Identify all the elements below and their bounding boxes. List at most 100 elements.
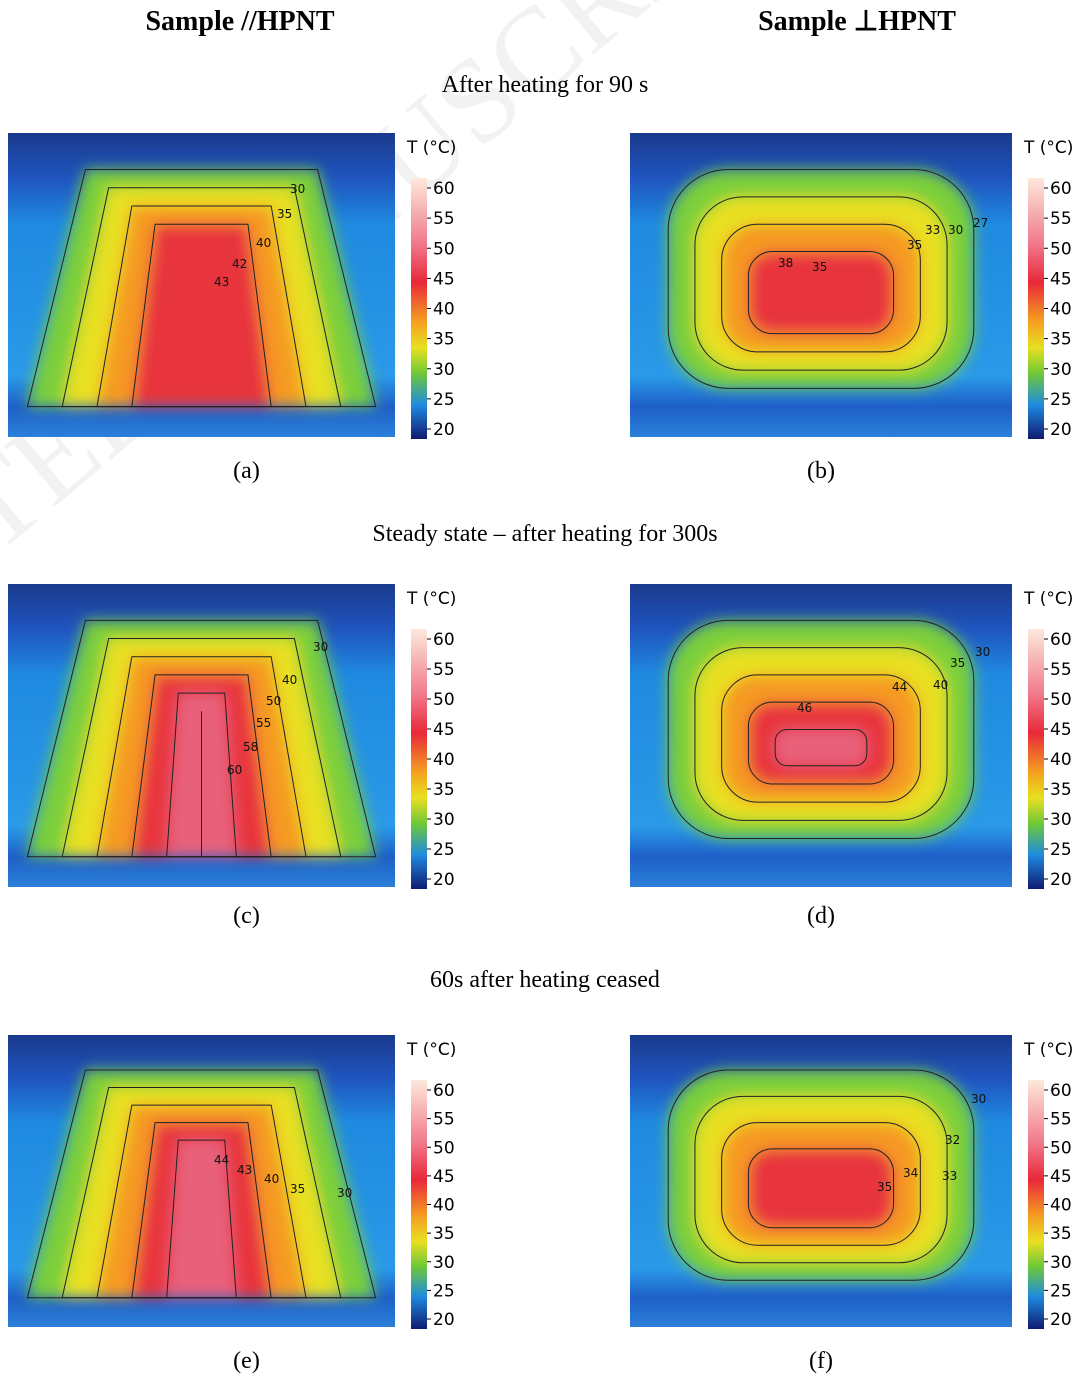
heat-layer: [131, 224, 272, 407]
colorbar-tick-label: 60: [1050, 1081, 1072, 1101]
contour-label: 40: [933, 678, 948, 692]
colorbar: [1028, 178, 1044, 439]
colorbar-tick-label: 45: [433, 720, 455, 740]
colorbar-tick-label: 45: [433, 1167, 455, 1187]
contour-label: 27: [973, 216, 988, 230]
colorbar-tick-label: 25: [433, 390, 455, 410]
contour-label: 35: [277, 207, 292, 221]
colorbar-tick-label: 30: [1050, 810, 1072, 830]
colorbar-tick-label: 40: [433, 1196, 455, 1216]
colorbar-tick-label: 50: [433, 239, 455, 259]
contour-label: 44: [892, 680, 907, 694]
colorbar-tick-label: 60: [1050, 179, 1072, 199]
contour-label: 44: [214, 1153, 229, 1167]
colorbar-tick-label: 35: [433, 330, 455, 350]
colorbar-tick-label: 40: [1050, 300, 1072, 320]
thermal-image: [8, 133, 395, 437]
thermal-image: [8, 1035, 395, 1327]
colorbar: [1028, 1080, 1044, 1329]
colorbar-tick-label: 40: [433, 750, 455, 770]
contour-line: [721, 223, 921, 353]
colorbar-tick-label: 60: [1050, 630, 1072, 650]
contour-line: [26, 168, 377, 408]
contour-label: 46: [797, 701, 812, 715]
colorbar-tick-label: 35: [1050, 780, 1072, 800]
colorbar-tick-label: 55: [433, 209, 455, 229]
colorbar-tick-label: 60: [433, 1081, 455, 1101]
contour-line: [747, 1148, 895, 1229]
colorbar-tick-label: 55: [433, 660, 455, 680]
contour-label: 42: [232, 257, 247, 271]
colorbar-tick-label: 60: [433, 630, 455, 650]
colorbar-tick-label: 25: [433, 840, 455, 860]
colorbar-tick-label: 25: [1050, 390, 1072, 410]
contour-line: [721, 674, 921, 803]
contour-line: [96, 656, 307, 858]
colorbar-tick-label: 40: [433, 300, 455, 320]
colorbar-title: T (°C): [406, 138, 456, 158]
colorbar-tick-label: 25: [1050, 1281, 1072, 1301]
contour-label: 30: [290, 182, 305, 196]
colorbar-tick-label: 60: [433, 179, 455, 199]
colorbar: [411, 178, 427, 439]
contour-line: [747, 701, 895, 785]
colorbar-tick-label: 35: [1050, 330, 1072, 350]
colorbar-title: T (°C): [406, 1040, 456, 1060]
colorbar-tick-label: 20: [1050, 1310, 1072, 1330]
contour-line: [96, 1104, 307, 1299]
contour-label: 40: [282, 673, 297, 687]
colorbar-tick-label: 30: [433, 360, 455, 380]
contour-label: 30: [948, 223, 963, 237]
contour-label: 50: [266, 694, 281, 708]
colorbar-tick-label: 30: [433, 810, 455, 830]
heat-layer: [775, 729, 867, 766]
contour-label: 30: [313, 640, 328, 654]
colorbar-tick-label: 25: [1050, 840, 1072, 860]
colorbar-tick-label: 40: [1050, 750, 1072, 770]
row-caption: After heating for 90 s: [442, 72, 649, 98]
colorbar-tick-label: 45: [1050, 1167, 1072, 1187]
contour-line: [61, 187, 342, 408]
contour-label: 35: [290, 1182, 305, 1196]
contour-label: 35: [812, 260, 827, 274]
contour-label: 33: [925, 223, 940, 237]
heat-layer: [748, 251, 894, 334]
contour-label: 30: [971, 1092, 986, 1106]
contour-line: [26, 1069, 377, 1299]
colorbar-tick-label: 55: [1050, 1110, 1072, 1130]
contour-line: [694, 647, 948, 821]
colorbar-tick-label: 50: [433, 1138, 455, 1158]
contour-line: [694, 196, 948, 371]
contour-label: 35: [877, 1180, 892, 1194]
colorbar-tick-label: 20: [1050, 870, 1072, 890]
colorbar-tick-label: 55: [1050, 209, 1072, 229]
colorbar-tick-label: 50: [433, 690, 455, 710]
thermal-image: [630, 1035, 1012, 1327]
colorbar-tick-label: 30: [433, 1253, 455, 1273]
panel-label: (f): [809, 1348, 833, 1374]
thermal-image: [630, 133, 1012, 437]
contour-label: 34: [903, 1166, 918, 1180]
contour-label: 35: [950, 656, 965, 670]
contour-line: [131, 1122, 272, 1299]
colorbar-tick-label: 55: [433, 1110, 455, 1130]
contour-label: 35: [907, 238, 922, 252]
colorbar: [1028, 629, 1044, 889]
contour-line: [26, 619, 377, 858]
colorbar-tick-label: 30: [1050, 1253, 1072, 1273]
contour-label: 43: [237, 1163, 252, 1177]
colorbar-tick-label: 45: [433, 269, 455, 289]
contour-label: 30: [975, 645, 990, 659]
contour-line: [721, 1122, 921, 1246]
heat-region: [668, 169, 974, 389]
contour-line: [747, 251, 895, 335]
colorbar-title: T (°C): [1023, 1040, 1073, 1060]
contour-line: [166, 692, 237, 858]
colorbar-tick-label: 45: [1050, 720, 1072, 740]
row-caption: Steady state – after heating for 300s: [372, 521, 717, 547]
contour-label: 33: [942, 1169, 957, 1183]
thermal-image: [630, 584, 1012, 887]
contour-label: 58: [243, 740, 258, 754]
heat-layer: [166, 1140, 237, 1298]
